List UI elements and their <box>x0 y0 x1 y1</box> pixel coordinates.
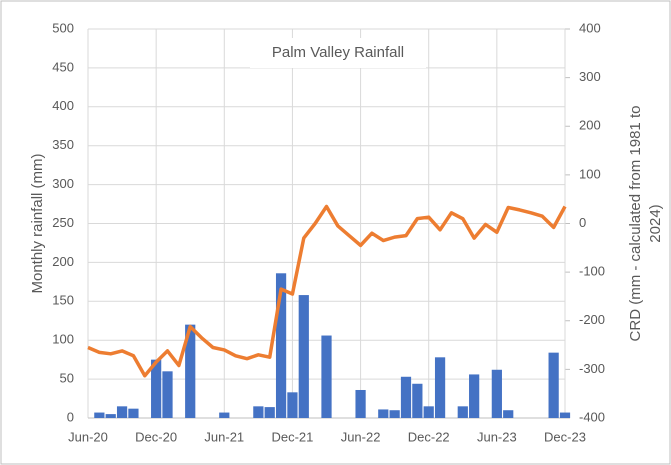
x-tick-label: Dec-23 <box>544 429 586 444</box>
y2-tick-label: -400 <box>579 409 605 424</box>
bar <box>559 412 571 418</box>
y-tick-label: 500 <box>52 20 74 35</box>
y2-tick-label: -200 <box>579 312 605 327</box>
bar <box>378 409 389 418</box>
y-tick-label: 350 <box>52 137 74 152</box>
bar <box>503 410 514 418</box>
y-tick-label: 400 <box>52 98 74 113</box>
y2-axis-label: CRD (mm - calculated from 1981 to <box>627 106 644 342</box>
y2-tick-label: 200 <box>579 118 601 133</box>
y-tick-label: 450 <box>52 59 74 74</box>
bar <box>162 371 173 418</box>
title-box <box>250 38 426 68</box>
y-axis-label: Monthly rainfall (mm) <box>29 153 46 293</box>
y2-tick-label: -300 <box>579 361 605 376</box>
bar <box>389 410 400 418</box>
bar <box>355 389 366 418</box>
bar <box>105 414 116 418</box>
chart-title: Palm Valley Rainfall <box>272 44 404 61</box>
bar <box>151 359 162 418</box>
y2-tick-label: 100 <box>579 166 601 181</box>
bar <box>457 406 468 418</box>
bar <box>264 407 275 418</box>
y2-axis-label: 2024) <box>647 204 664 242</box>
bar <box>94 412 105 418</box>
y-tick-label: 50 <box>60 371 74 386</box>
bar <box>400 376 412 418</box>
bar <box>469 374 480 418</box>
bar <box>219 412 230 418</box>
x-tick-label: Jun-20 <box>68 429 108 444</box>
x-tick-label: Dec-22 <box>408 429 450 444</box>
y-tick-label: 100 <box>52 332 74 347</box>
bar <box>275 273 287 418</box>
bar <box>298 295 309 418</box>
bar <box>491 369 502 418</box>
x-tick-label: Dec-21 <box>271 429 313 444</box>
bar <box>128 408 139 418</box>
y-tick-label: 250 <box>52 215 74 230</box>
bar <box>548 352 559 418</box>
bar <box>321 335 332 418</box>
y2-tick-label: 400 <box>579 20 601 35</box>
x-tick-label: Jun-23 <box>477 429 517 444</box>
line <box>87 204 567 378</box>
bar <box>434 357 446 418</box>
bar <box>423 406 434 418</box>
x-tick-label: Jun-21 <box>204 429 244 444</box>
y2-tick-label: 300 <box>579 69 601 84</box>
x-tick-label: Dec-20 <box>135 429 177 444</box>
bar <box>412 383 423 418</box>
bar <box>185 324 196 418</box>
y2-tick-label: 0 <box>579 215 586 230</box>
bar <box>116 406 128 418</box>
y-tick-label: 0 <box>67 409 74 424</box>
bar <box>287 392 298 418</box>
x-tick-label: Jun-22 <box>341 429 381 444</box>
bar <box>253 406 264 418</box>
y-tick-label: 200 <box>52 254 74 269</box>
y-tick-label: 150 <box>52 293 74 308</box>
y-tick-label: 300 <box>52 176 74 191</box>
y2-tick-label: -100 <box>579 264 605 279</box>
